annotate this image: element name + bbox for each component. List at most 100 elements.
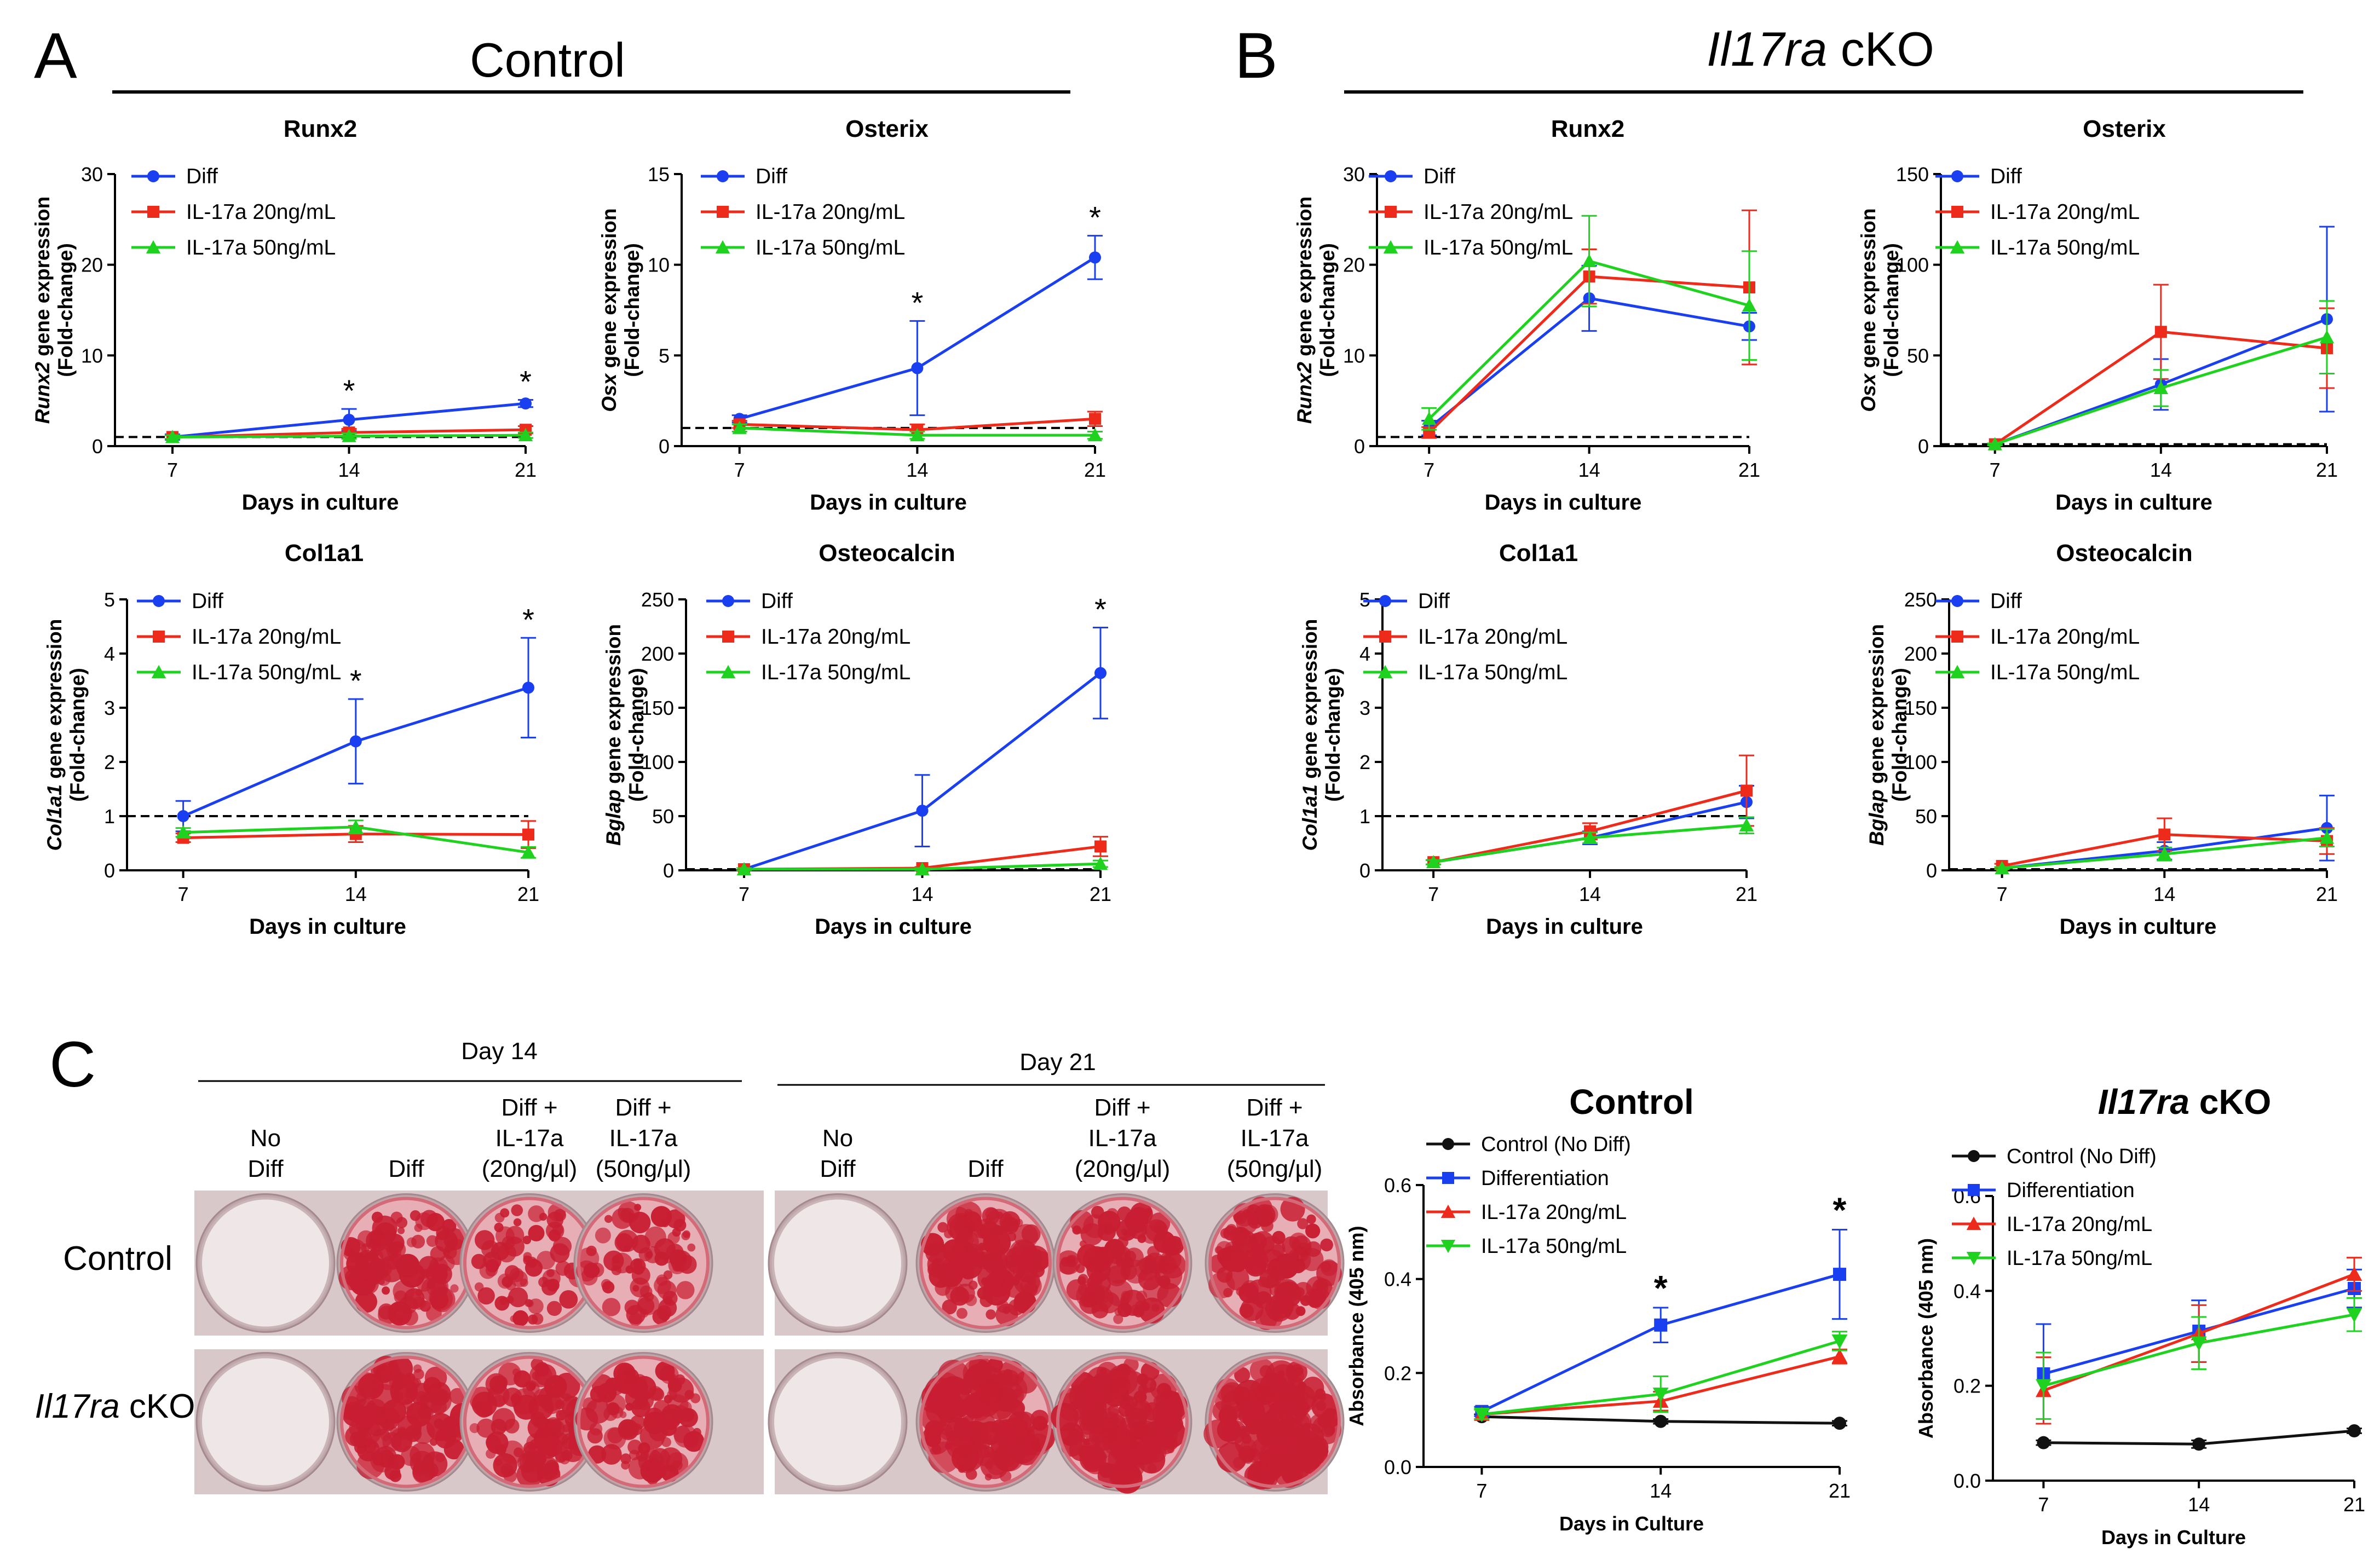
well-edge xyxy=(1208,1197,1341,1330)
stain-spot xyxy=(985,1207,998,1221)
stain-spot xyxy=(676,1281,695,1299)
legend-marker xyxy=(1951,631,1963,643)
stain-spot xyxy=(666,1452,689,1475)
stain-spot xyxy=(420,1269,430,1279)
stain-spot xyxy=(412,1460,435,1483)
data-point xyxy=(910,427,925,442)
stain-spot xyxy=(531,1357,544,1371)
column-header-line: IL-17a xyxy=(609,1125,678,1152)
y-tick-label: 0.0 xyxy=(1953,1470,1981,1492)
stain-spot xyxy=(595,1227,611,1244)
legend-label: Diff xyxy=(186,165,218,188)
significance-star: * xyxy=(1094,592,1107,626)
stain-spot xyxy=(1130,1399,1152,1421)
stain-spot xyxy=(678,1408,698,1428)
stain-spot xyxy=(1104,1257,1131,1284)
legend-marker xyxy=(1950,665,1965,678)
stain-spot xyxy=(559,1290,578,1309)
stain-spot xyxy=(494,1296,510,1311)
series-2 xyxy=(1421,215,1757,431)
stain-spot xyxy=(1223,1226,1238,1241)
stain-spot xyxy=(406,1406,413,1413)
data-point xyxy=(911,362,924,374)
well-edge xyxy=(919,1355,1052,1488)
legend-label: IL-17a 50ng/mL xyxy=(1418,661,1568,684)
y-tick-label: 0.4 xyxy=(1384,1268,1411,1291)
stain-spot xyxy=(1240,1438,1257,1455)
stain-spot xyxy=(1223,1288,1233,1298)
stain-spot xyxy=(650,1206,672,1227)
stain-spot xyxy=(977,1378,1004,1406)
stain-spot xyxy=(531,1313,544,1325)
stain-spot xyxy=(1150,1373,1177,1401)
data-point xyxy=(915,862,930,876)
x-tick-label: 14 xyxy=(911,883,933,905)
x-axis-label: Days in culture xyxy=(1485,490,1642,515)
stain-spot xyxy=(519,1452,541,1474)
well-unstained xyxy=(200,1356,331,1488)
legend-marker xyxy=(1379,595,1391,607)
stain-spot xyxy=(545,1221,564,1240)
legend-marker xyxy=(1385,170,1397,182)
stain-spot xyxy=(1123,1357,1139,1372)
stain-spot xyxy=(684,1390,694,1400)
y-axis-label: Absorbance (405 nm) xyxy=(1345,1226,1368,1426)
stain-spot xyxy=(419,1300,431,1312)
stain-spot xyxy=(1320,1259,1338,1276)
panel-b-title: Il17ra cKO xyxy=(1707,22,1934,76)
legend-marker xyxy=(1966,1252,1981,1266)
stain-spot xyxy=(474,1282,484,1292)
y-tick-label: 0.2 xyxy=(1384,1362,1411,1384)
stain-spot xyxy=(646,1251,653,1258)
stain-spot xyxy=(526,1381,536,1391)
stain-spot xyxy=(927,1262,942,1277)
chart-title: Runx2 xyxy=(284,115,357,142)
stain-spot xyxy=(1013,1291,1036,1314)
column-header-line: Diff + xyxy=(615,1094,671,1121)
x-axis-label: Days in culture xyxy=(815,915,972,939)
x-tick-label: 7 xyxy=(2038,1493,2049,1516)
x-tick-label: 14 xyxy=(906,459,928,481)
series-2 xyxy=(731,420,1103,442)
well-images xyxy=(194,1191,1345,1494)
y-axis-label: Runx2 gene expression xyxy=(31,197,54,424)
stain-spot xyxy=(1305,1223,1321,1239)
y-axis-label-rest: gene expression xyxy=(1857,208,1880,373)
stain-spot xyxy=(486,1259,499,1273)
stain-spot xyxy=(381,1374,389,1383)
stain-spot xyxy=(966,1374,979,1386)
x-axis-label: Days in Culture xyxy=(1559,1512,1704,1535)
data-point xyxy=(2036,1379,2051,1394)
stain-spot xyxy=(450,1426,460,1437)
y-tick-label: 3 xyxy=(1359,697,1370,719)
data-point xyxy=(1089,251,1101,264)
legend-label: IL-17a 50ng/mL xyxy=(761,661,910,684)
legend-marker xyxy=(1383,240,1398,253)
data-point xyxy=(1654,1414,1668,1428)
data-point xyxy=(518,427,533,442)
stain-spot xyxy=(1273,1419,1296,1442)
data-point xyxy=(521,845,536,859)
legend-label: Control (No Diff) xyxy=(2007,1145,2157,1168)
day21-label: Day 21 xyxy=(1019,1049,1096,1076)
stain-spot xyxy=(1311,1414,1341,1445)
y-tick-label: 100 xyxy=(641,751,674,773)
stain-spot xyxy=(528,1224,545,1241)
data-point xyxy=(1831,1348,1848,1363)
x-tick-label: 21 xyxy=(2316,883,2338,905)
stain-spot xyxy=(606,1402,620,1415)
y-axis-label-gene: Col1a1 xyxy=(43,784,66,851)
stain-spot xyxy=(607,1428,623,1444)
stain-spot xyxy=(1234,1367,1250,1383)
stain-spot xyxy=(961,1415,975,1429)
series-0 xyxy=(1474,1410,1847,1430)
stain-spot xyxy=(1300,1295,1311,1306)
stain-spot xyxy=(500,1208,510,1218)
chart-title: Control xyxy=(1569,1082,1694,1122)
stain-spot xyxy=(1243,1261,1250,1268)
data-point xyxy=(1987,437,2002,450)
legend-label: IL-17a 20ng/mL xyxy=(1481,1201,1627,1224)
chart-title: Col1a1 xyxy=(285,540,364,567)
data-point xyxy=(1739,818,1754,831)
legend-marker xyxy=(722,595,734,607)
